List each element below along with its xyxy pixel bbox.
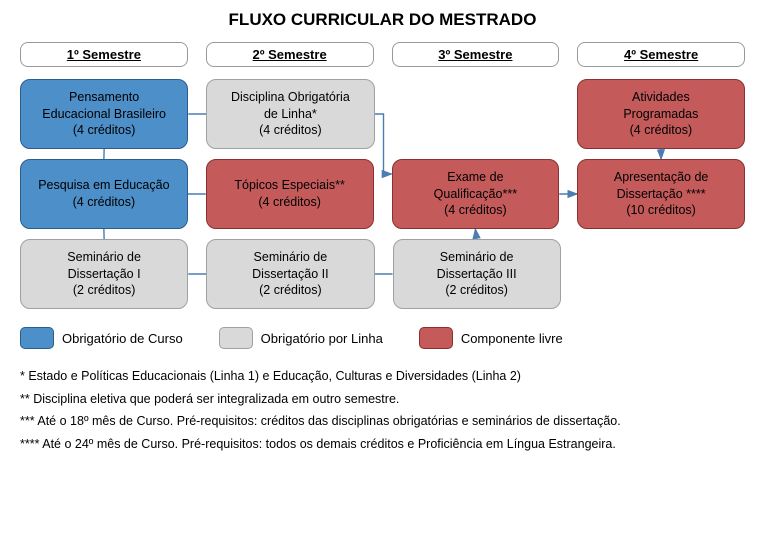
header-sem3: 3º Semestre	[392, 42, 560, 67]
legend-item-componente-livre: Componente livre	[419, 327, 563, 349]
row-0: PensamentoEducacional Brasileiro(4 crédi…	[20, 79, 745, 149]
node-empty	[579, 239, 745, 309]
node-exame-qualificacao: Exame deQualificação***(4 créditos)	[392, 159, 560, 229]
row-2: Seminário deDissertação I(2 créditos) Se…	[20, 239, 745, 309]
node-seminario-1: Seminário deDissertação I(2 créditos)	[20, 239, 188, 309]
node-empty	[393, 79, 559, 149]
footnote-3: *** Até o 18º mês de Curso. Pré-requisit…	[20, 410, 745, 433]
row-1: Pesquisa em Educação(4 créditos) Tópicos…	[20, 159, 745, 229]
legend: Obrigatório de Curso Obrigatório por Lin…	[20, 327, 745, 349]
diagram-title: FLUXO CURRICULAR DO MESTRADO	[20, 10, 745, 30]
node-atividades-programadas: AtividadesProgramadas(4 créditos)	[577, 79, 745, 149]
node-topicos-especiais: Tópicos Especiais**(4 créditos)	[206, 159, 374, 229]
node-seminario-3: Seminário deDissertação III(2 créditos)	[393, 239, 561, 309]
footnotes: * Estado e Políticas Educacionais (Linha…	[20, 365, 745, 455]
header-sem1: 1º Semestre	[20, 42, 188, 67]
node-pesquisa-educacao: Pesquisa em Educação(4 créditos)	[20, 159, 188, 229]
diagram-grid: 1º Semestre 2º Semestre 3º Semestre 4º S…	[20, 42, 745, 309]
header-row: 1º Semestre 2º Semestre 3º Semestre 4º S…	[20, 42, 745, 67]
header-sem4: 4º Semestre	[577, 42, 745, 67]
swatch-gray	[219, 327, 253, 349]
node-disciplina-obrigatoria: Disciplina Obrigatóriade Linha*(4 crédit…	[206, 79, 374, 149]
footnote-4: **** Até o 24º mês de Curso. Pré-requisi…	[20, 433, 745, 456]
legend-item-obrigatorio-linha: Obrigatório por Linha	[219, 327, 383, 349]
header-sem2: 2º Semestre	[206, 42, 374, 67]
node-pensamento: PensamentoEducacional Brasileiro(4 crédi…	[20, 79, 188, 149]
swatch-blue	[20, 327, 54, 349]
node-apresentacao-dissertacao: Apresentação deDissertação ****(10 crédi…	[577, 159, 745, 229]
legend-item-obrigatorio-curso: Obrigatório de Curso	[20, 327, 183, 349]
legend-label: Obrigatório por Linha	[261, 331, 383, 346]
legend-label: Componente livre	[461, 331, 563, 346]
swatch-red	[419, 327, 453, 349]
node-seminario-2: Seminário deDissertação II(2 créditos)	[206, 239, 374, 309]
footnote-2: ** Disciplina eletiva que poderá ser int…	[20, 388, 745, 411]
footnote-1: * Estado e Políticas Educacionais (Linha…	[20, 365, 745, 388]
legend-label: Obrigatório de Curso	[62, 331, 183, 346]
